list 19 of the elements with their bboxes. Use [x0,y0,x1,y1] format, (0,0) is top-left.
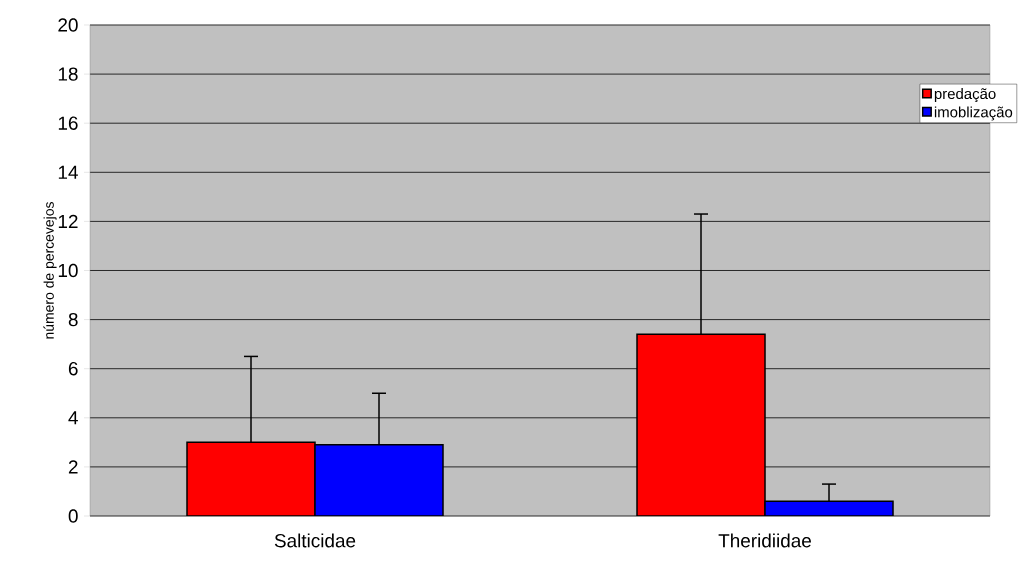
y-tick-label: 14 [58,165,78,179]
legend-label: imoblização [934,106,1013,121]
bar [314,444,444,516]
y-tick-label: 2 [68,460,78,474]
y-tick-label: 4 [68,411,78,425]
bar [636,333,766,516]
x-tick-label: Theridiidae [718,533,811,548]
bar [186,441,316,516]
y-tick-label: 12 [58,214,78,229]
y-tick-label: 8 [68,312,78,327]
y-axis-title: número de percevejos [43,202,57,339]
y-tick-label: 0 [68,509,78,523]
legend-label: predação [934,88,996,103]
y-tick-label: 10 [58,263,78,278]
y-tick-label: 18 [58,67,78,81]
x-tick-label: Salticidae [274,533,356,548]
y-tick-label: 16 [58,116,78,130]
y-tick-label: 6 [68,362,78,376]
y-tick-label: 20 [58,18,78,32]
